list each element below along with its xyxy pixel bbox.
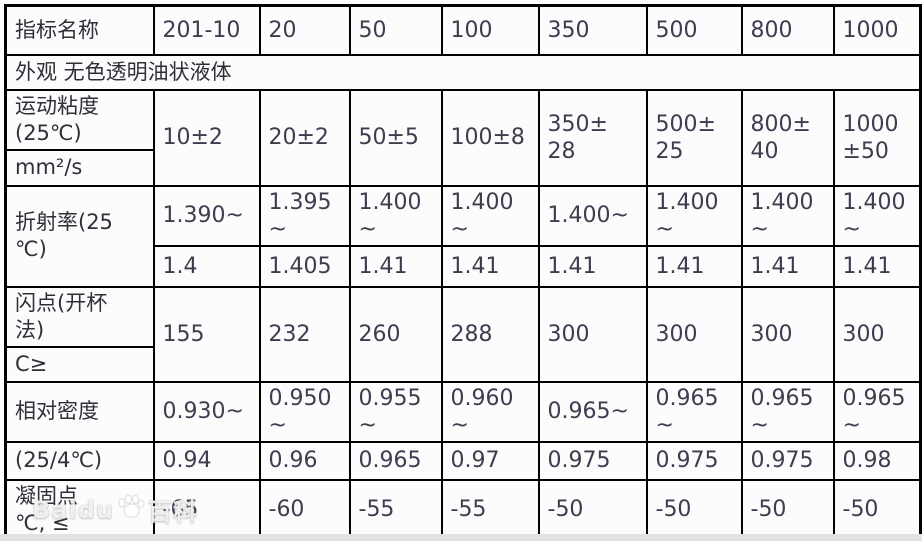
viscosity-value-cell: 20±2 [258, 88, 351, 187]
viscosity-value-cell: 800± 40 [740, 88, 835, 187]
flash-point-value-cell: 300 [645, 285, 743, 383]
refractive-index-lower-cell: 1.400~ [537, 184, 648, 247]
flash-point-unit-cell: C≥ [4, 345, 155, 383]
freezing-point-value-cell: -50 [740, 478, 835, 541]
flash-point-value-cell: 300 [832, 285, 922, 383]
refractive-index-upper-cell: 1.41 [740, 244, 835, 288]
refractive-index-lower-cell: 1.400 ~ [348, 184, 443, 247]
viscosity-label-cell: 运动粘度 (25℃) [4, 88, 155, 151]
freezing-point-value-cell: -50 [537, 478, 648, 541]
density-upper-cell: 0.97 [440, 440, 540, 481]
header-label-cell: 指标名称 [4, 4, 155, 56]
flash-point-value-cell: 300 [740, 285, 835, 383]
refractive-index-upper-cell: 1.41 [832, 244, 922, 288]
appearance-row: 外观 无色透明油状液体 [4, 53, 922, 91]
density-lower-row: 相对密度 0.930~ 0.950 ~ 0.955 ~ 0.960 ~ 0.96… [4, 380, 922, 443]
density-upper-cell: 0.96 [258, 440, 351, 481]
viscosity-value-cell: 1000 ±50 [832, 88, 922, 187]
freezing-point-row: 凝固点 ℃, ≤ -65 -60 -55 -55 -50 -50 -50 -50 [4, 478, 922, 541]
density-lower-cell: 0.950 ~ [258, 380, 351, 443]
silicone-oil-spec-table: 指标名称 201-10 20 50 100 350 500 800 1000 外… [4, 4, 922, 541]
refractive-index-upper-cell: 1.41 [440, 244, 540, 288]
refractive-index-lower-row: 折射率(25 ℃) 1.390~ 1.395 ~ 1.400 ~ 1.400 ~… [4, 184, 922, 288]
refractive-index-lower-cell: 1.390~ [152, 184, 261, 247]
header-model-cell: 1000 [832, 4, 922, 56]
density-lower-cell: 0.965 ~ [832, 380, 922, 443]
viscosity-value-cell: 350± 28 [537, 88, 648, 187]
refractive-index-lower-cell: 1.395 ~ [258, 184, 351, 247]
density-upper-cell: 0.94 [152, 440, 261, 481]
refractive-index-upper-cell: 1.41 [645, 244, 743, 288]
header-model-cell: 100 [440, 4, 540, 56]
refractive-index-upper-cell: 1.41 [537, 244, 648, 288]
viscosity-unit-cell: mm²/s [4, 148, 155, 187]
flash-point-value-cell: 155 [152, 285, 261, 383]
header-model-cell: 50 [348, 4, 443, 56]
refractive-index-upper-cell: 1.4 [152, 244, 261, 288]
flash-point-label-cell: 闪点(开杯 法) [4, 285, 155, 348]
flash-point-value-cell: 288 [440, 285, 540, 383]
density-lower-cell: 0.965 ~ [645, 380, 743, 443]
viscosity-value-cell: 50±5 [348, 88, 443, 187]
flash-point-value-cell: 260 [348, 285, 443, 383]
refractive-index-upper-row: 1.4 1.405 1.41 1.41 1.41 1.41 1.41 1.41 [6, 244, 922, 288]
viscosity-value-cell: 500± 25 [645, 88, 743, 187]
refractive-index-upper-cell: 1.41 [348, 244, 443, 288]
density-lower-cell: 0.955 ~ [348, 380, 443, 443]
header-row: 指标名称 201-10 20 50 100 350 500 800 1000 [4, 4, 922, 56]
flash-point-row: 闪点(开杯 法) 155 232 260 288 300 300 300 300 [4, 285, 922, 383]
freezing-point-label-cell: 凝固点 ℃, ≤ [4, 478, 155, 541]
flash-point-value-cell: 232 [258, 285, 351, 383]
freezing-point-value-cell: -55 [440, 478, 540, 541]
density-sublabel-cell: (25/4℃) [4, 440, 155, 481]
viscosity-row: 运动粘度 (25℃) 10±2 20±2 50±5 100±8 350± 28 … [4, 88, 922, 187]
flash-point-unit-row: C≥ [4, 345, 921, 383]
refractive-index-upper-cell: 1.405 [258, 244, 351, 288]
header-model-cell: 350 [537, 4, 648, 56]
density-upper-cell: 0.965 [348, 440, 443, 481]
viscosity-unit-row: mm²/s [4, 148, 921, 187]
flash-point-value-cell: 300 [537, 285, 648, 383]
refractive-index-lower-cell: 1.400 ~ [832, 184, 922, 247]
density-lower-cell: 0.965~ [537, 380, 648, 443]
header-model-cell: 800 [740, 4, 835, 56]
density-upper-cell: 0.975 [645, 440, 743, 481]
density-upper-cell: 0.975 [537, 440, 648, 481]
header-model-cell: 500 [645, 4, 743, 56]
appearance-cell: 外观 无色透明油状液体 [4, 53, 922, 91]
header-model-cell: 201-10 [152, 4, 261, 56]
density-lower-cell: 0.930~ [152, 380, 261, 443]
header-model-cell: 20 [258, 4, 351, 56]
freezing-point-value-cell: -50 [832, 478, 922, 541]
refractive-index-label-cell: 折射率(25 ℃) [4, 184, 155, 288]
density-label-cell: 相对密度 [4, 380, 155, 443]
density-lower-cell: 0.965 ~ [740, 380, 835, 443]
density-upper-row: (25/4℃) 0.94 0.96 0.965 0.97 0.975 0.975… [4, 440, 922, 481]
refractive-index-lower-cell: 1.400 ~ [440, 184, 540, 247]
density-upper-cell: 0.98 [832, 440, 922, 481]
freezing-point-value-cell: -55 [348, 478, 443, 541]
viscosity-value-cell: 100±8 [440, 88, 540, 187]
density-upper-cell: 0.975 [740, 440, 835, 481]
freezing-point-value-cell: -60 [258, 478, 351, 541]
refractive-index-lower-cell: 1.400 ~ [740, 184, 835, 247]
density-lower-cell: 0.960 ~ [440, 380, 540, 443]
bottom-strip [0, 534, 922, 541]
refractive-index-lower-cell: 1.400 ~ [645, 184, 743, 247]
freezing-point-value-cell: -65 [152, 478, 261, 541]
viscosity-value-cell: 10±2 [152, 88, 261, 187]
freezing-point-value-cell: -50 [645, 478, 743, 541]
